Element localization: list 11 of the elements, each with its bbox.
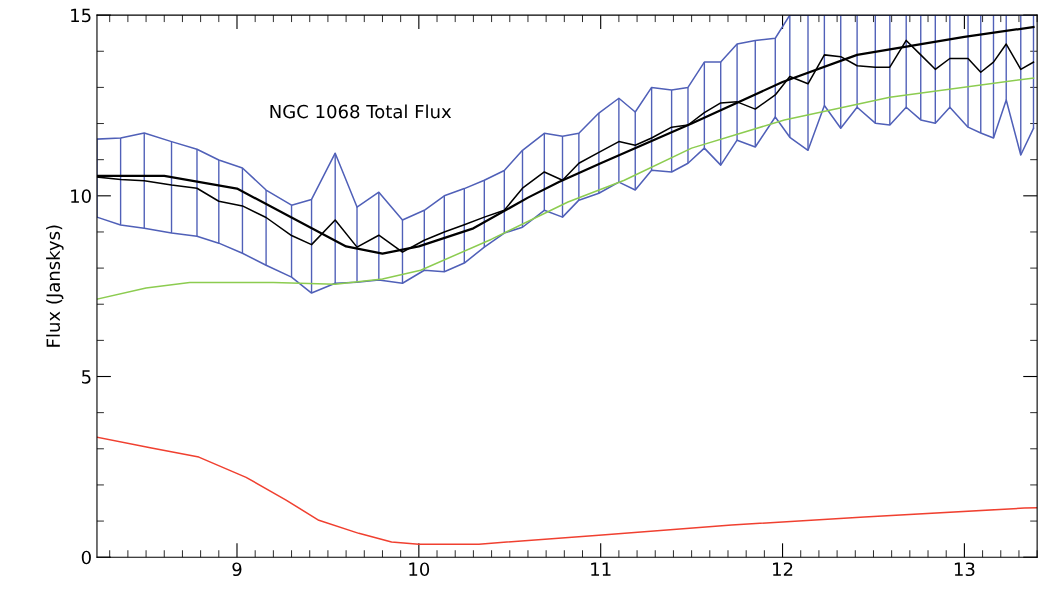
x-tick-label: 12	[773, 562, 793, 576]
text: NGC 1068 Total Flux	[270, 104, 452, 119]
x-tick-label: 9	[232, 562, 242, 577]
y-tick-label: 15	[71, 8, 91, 23]
y-tick-label: 5	[82, 370, 91, 384]
y-axis-title: Flux (Janskys)	[46, 225, 64, 347]
x-tick-label: 11	[591, 562, 611, 576]
y-tick-label: 0	[81, 550, 91, 565]
x-tick-label: 13	[954, 562, 975, 577]
y-tick-label: 10	[71, 189, 91, 203]
x-tick-label: 10	[409, 562, 430, 577]
